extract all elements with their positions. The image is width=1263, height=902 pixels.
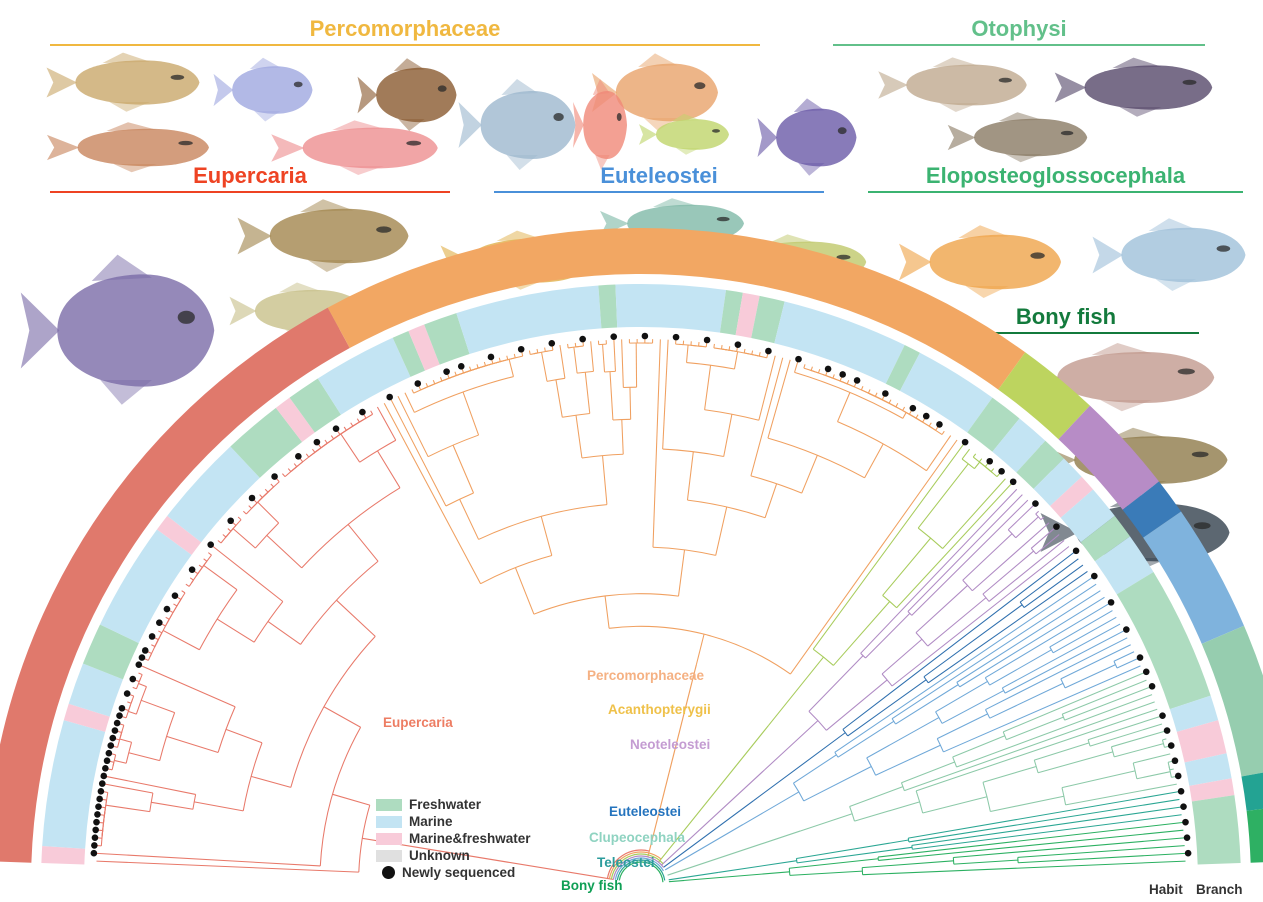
- clade-banner-eupercaria: Eupercaria: [50, 155, 450, 193]
- habit-segment: [424, 313, 470, 365]
- clade-banner-euteleostei: Euteleostei: [494, 155, 824, 193]
- habit-ring: [41, 284, 1241, 865]
- habit-segment: [1060, 489, 1115, 543]
- legend: Freshwater Marine Marine&freshwater Unknown…: [376, 796, 531, 881]
- legend-item-unknown: Unknown: [376, 847, 531, 864]
- branch-segment: [1201, 625, 1263, 777]
- branch-segment: [1058, 405, 1159, 510]
- habit-segment: [317, 337, 411, 415]
- branch-segment: [1143, 511, 1245, 644]
- ring-axis-label-habit: Habit: [1149, 882, 1183, 897]
- legend-label: Marine: [409, 813, 453, 829]
- habit-segment: [1184, 753, 1232, 786]
- habit-segment: [615, 284, 727, 333]
- branch-ring: [0, 228, 1263, 863]
- habit-segment: [1094, 536, 1154, 595]
- habit-segment: [1080, 515, 1131, 562]
- habit-segment: [42, 720, 106, 849]
- tree-node-label-clupeocephala: Clupeocephala: [589, 830, 686, 845]
- tree-node-label-neoteleostei: Neoteleostei: [630, 737, 711, 752]
- habit-segment: [408, 324, 440, 371]
- clade-banner-label: Otophysi: [971, 16, 1067, 41]
- habit-segment: [1189, 778, 1235, 802]
- habit-segment: [41, 846, 86, 865]
- clade-banner-rule: [50, 191, 450, 193]
- branch-segment: [1241, 772, 1263, 811]
- tree-branches: [96, 339, 1186, 883]
- clade-banner-label: Euteleostei: [600, 163, 718, 188]
- habit-segment: [63, 703, 110, 732]
- habit-segment: [1176, 720, 1227, 763]
- habit-segment: [1050, 476, 1094, 518]
- branch-segment: [998, 352, 1090, 440]
- habit-segment: [456, 285, 602, 355]
- clade-banner-label: Bony fish: [1015, 304, 1117, 329]
- clade-banner-label: Eupercaria: [193, 163, 307, 188]
- clade-banner-rule: [833, 44, 1205, 46]
- habit-segment: [82, 624, 139, 680]
- legend-label: Freshwater: [409, 796, 482, 812]
- habit-segment: [100, 529, 192, 644]
- clade-banner-otophysi: Otophysi: [833, 8, 1205, 46]
- habit-segment: [68, 663, 123, 717]
- tree-node-label-bonyfish: Bony fish: [561, 878, 623, 893]
- legend-label: Newly sequenced: [402, 864, 516, 880]
- clade-banner-rule: [50, 44, 760, 46]
- tree-node-label-euteleostei: Euteleostei: [609, 804, 682, 819]
- tree-node-label-teleostei: Teleostei: [597, 855, 655, 870]
- legend-swatch-marine-freshwater: [376, 832, 402, 845]
- newly-sequenced-dots: [90, 332, 1192, 857]
- habit-segment: [167, 446, 260, 543]
- habit-segment: [289, 378, 341, 433]
- clade-banner-label: Percomorphaceae: [309, 16, 501, 41]
- clade-banner-rule: [868, 191, 1243, 193]
- branch-segment: [1122, 481, 1182, 538]
- habit-segment: [392, 330, 426, 377]
- clade-banner-bonyfish: Bony fish: [933, 296, 1199, 334]
- legend-item-marine: Marine: [376, 813, 531, 830]
- legend-item-freshwater: Freshwater: [376, 796, 531, 813]
- branch-segment: [327, 228, 1026, 390]
- habit-segment: [967, 397, 1020, 452]
- branch-segment: [1246, 808, 1263, 863]
- habit-segment: [1016, 440, 1064, 489]
- habit-segment: [1116, 571, 1211, 710]
- habit-segment: [1191, 795, 1241, 865]
- ring-axis-label-branch: Branch: [1196, 882, 1243, 897]
- habit-segment: [992, 418, 1046, 473]
- newly-sequenced-dot-icon: [382, 866, 395, 879]
- legend-item-marine-freshwater: Marine&freshwater: [376, 830, 531, 847]
- habit-segment: [751, 295, 785, 344]
- clade-banner-percomorphaceae: Percomorphaceae: [50, 8, 760, 46]
- legend-swatch-marine: [376, 815, 402, 828]
- habit-segment: [156, 515, 202, 555]
- legend-swatch-freshwater: [376, 798, 402, 811]
- habit-segment: [1169, 695, 1219, 732]
- legend-item-newly-sequenced: Newly sequenced: [376, 864, 531, 881]
- legend-label: Marine&freshwater: [409, 830, 531, 846]
- tree-node-label-eupercaria-tree: Eupercaria: [383, 715, 453, 730]
- clade-banner-rule: [494, 191, 824, 193]
- habit-segment: [230, 407, 303, 478]
- habit-segment: [885, 345, 920, 391]
- clade-banner-eloposteoglossocephala: Eloposteoglossocephala: [868, 155, 1243, 193]
- clade-banner-label: Eloposteoglossocephala: [925, 163, 1186, 188]
- tree-node-label-acanthopterygii: Acanthopterygii: [608, 702, 711, 717]
- tree-node-label-percomorphaceae: Percomorphaceae: [587, 668, 705, 683]
- branch-segment: [0, 307, 350, 863]
- habit-segment: [598, 284, 618, 329]
- clade-banner-rule: [933, 332, 1199, 334]
- habit-segment: [1033, 458, 1082, 506]
- habit-segment: [735, 292, 760, 338]
- habit-segment: [774, 301, 905, 384]
- habit-segment: [275, 397, 315, 442]
- legend-swatch-unknown: [376, 849, 402, 862]
- legend-label: Unknown: [409, 847, 470, 863]
- habit-segment: [719, 290, 743, 336]
- habit-segment: [899, 352, 993, 433]
